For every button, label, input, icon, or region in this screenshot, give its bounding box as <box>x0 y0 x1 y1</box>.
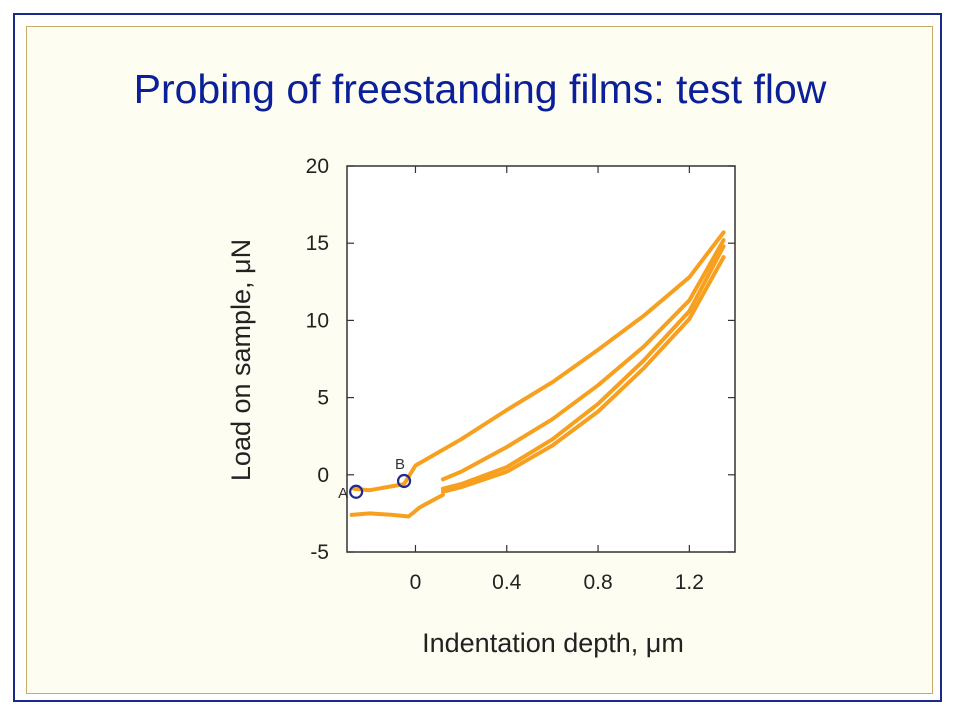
y-tick-label: 10 <box>306 309 329 332</box>
marker-point-a <box>349 484 364 499</box>
x-tick-label: 0.8 <box>583 571 612 594</box>
x-axis-title: Indentation depth, μm <box>422 628 684 658</box>
y-tick-label: 15 <box>306 232 329 255</box>
y-tick-label: 5 <box>317 387 329 410</box>
markers: AB <box>338 456 412 502</box>
plot-area <box>346 165 736 553</box>
x-ticks: 0 0.4 0.8 1.2 <box>410 166 704 594</box>
y-tick-label: 0 <box>317 464 329 487</box>
y-ticks: -5 0 5 10 15 20 <box>306 155 735 564</box>
x-tick-label: 0.4 <box>492 571 522 594</box>
series-group <box>349 230 726 519</box>
marker-label-a: A <box>338 485 348 502</box>
series-line-5 <box>349 492 445 519</box>
y-tick-label: 20 <box>306 155 329 178</box>
series-line-1 <box>351 230 726 493</box>
series-line-4 <box>440 255 726 494</box>
marker-point-b <box>396 473 412 489</box>
x-tick-label: 1.2 <box>675 571 704 594</box>
series-line-3 <box>440 244 726 491</box>
slide-title: Probing of freestanding films: test flow <box>133 66 827 112</box>
series-line-2 <box>440 238 726 482</box>
y-axis-title: Load on sample, μN <box>226 239 256 481</box>
y-tick-label: -5 <box>310 541 329 564</box>
x-tick-label: 0 <box>410 571 422 594</box>
marker-label-b: B <box>395 456 405 473</box>
